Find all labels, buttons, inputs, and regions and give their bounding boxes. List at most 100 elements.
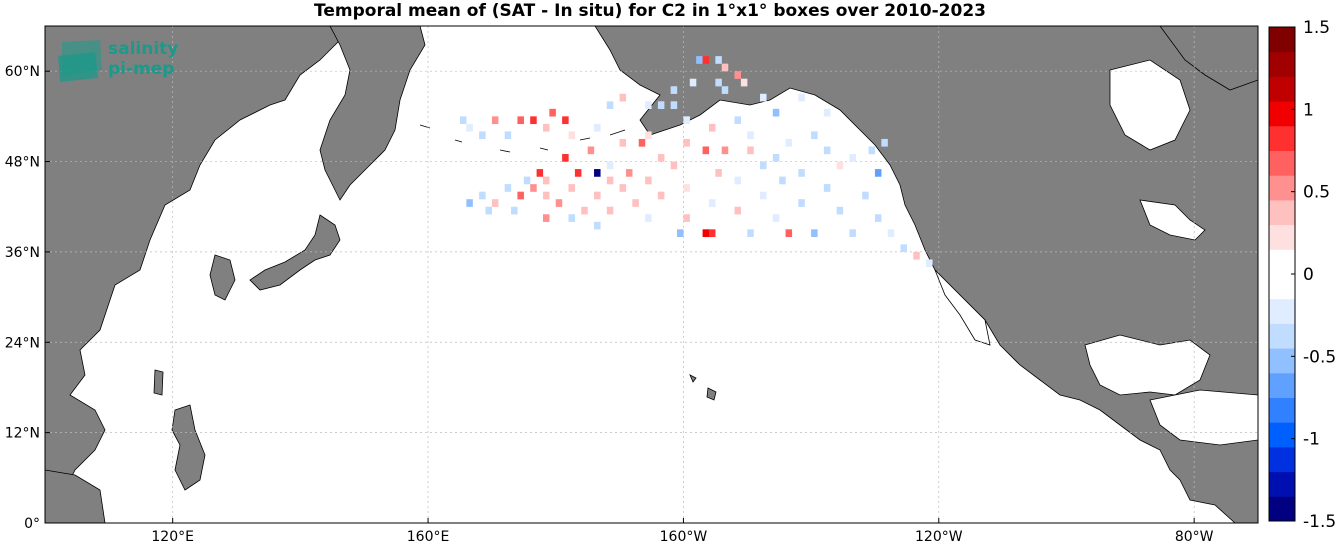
data-cell	[542, 214, 550, 222]
data-cell	[926, 259, 933, 268]
data-cell	[619, 184, 627, 192]
data-cell	[479, 191, 486, 200]
data-cell	[721, 86, 729, 94]
data-cell	[772, 154, 780, 162]
lat-tick-label: 0°	[24, 516, 40, 532]
data-cell	[645, 101, 652, 109]
lat-tick-label: 36°N	[5, 245, 40, 261]
colorbar-segment	[1269, 27, 1295, 53]
data-cell	[581, 206, 588, 215]
data-cell	[677, 229, 684, 237]
data-cell	[504, 131, 512, 140]
data-cell	[542, 176, 550, 185]
lat-tick-label: 60°N	[5, 64, 40, 80]
data-cell	[670, 101, 678, 109]
data-cell	[747, 229, 754, 237]
data-cell	[862, 191, 869, 200]
colorbar-segment	[1269, 51, 1295, 77]
data-cell	[504, 184, 512, 192]
data-cell	[574, 169, 582, 177]
land-greenland	[1159, 26, 1258, 91]
land-asia	[45, 26, 341, 523]
data-cell	[683, 138, 690, 147]
data-cell	[549, 108, 556, 117]
data-cell	[594, 169, 601, 177]
data-cell	[645, 131, 652, 140]
data-cell	[670, 86, 678, 94]
data-cell	[913, 251, 920, 260]
data-cell	[874, 214, 882, 222]
data-cell	[798, 199, 805, 207]
lon-tick-label: 160°W	[660, 529, 708, 544]
data-cell	[606, 176, 614, 185]
data-cell	[772, 108, 780, 117]
data-cell	[459, 116, 467, 125]
land-north-america	[594, 26, 1258, 523]
colorbar-segment	[1269, 125, 1295, 151]
data-cell	[702, 229, 710, 237]
lat-tick-label: 24°N	[5, 335, 40, 351]
land-kamchatka	[319, 26, 426, 201]
land-aleutians	[419, 124, 626, 153]
land-korea	[209, 254, 236, 301]
data-cell	[542, 191, 550, 200]
graticule	[45, 26, 1258, 523]
colorbar-tick-label: -0.5	[1303, 347, 1336, 367]
data-cell	[721, 146, 729, 155]
gulf-of-mexico	[1084, 334, 1211, 396]
data-cell	[798, 93, 805, 102]
land-taiwan	[153, 369, 164, 396]
data-cell	[868, 146, 876, 155]
colorbar-segment	[1269, 101, 1295, 127]
data-cell	[849, 154, 856, 162]
data-cell	[760, 93, 767, 102]
lon-tick-label: 160°E	[407, 529, 450, 544]
logo-line2: pi-mep	[108, 59, 174, 79]
colorbar-segment	[1269, 471, 1295, 497]
data-cell	[779, 176, 786, 185]
data-cell	[466, 123, 473, 132]
data-cell	[517, 191, 524, 200]
data-cell	[683, 116, 690, 125]
data-cell	[747, 146, 754, 155]
data-cell	[702, 56, 710, 64]
data-cell	[823, 184, 831, 192]
data-cell	[734, 116, 742, 125]
data-cell	[836, 206, 844, 215]
data-cell	[702, 146, 710, 155]
data-cell	[715, 78, 722, 87]
data-cell	[708, 123, 716, 132]
data-cell	[555, 199, 563, 207]
data-cell	[619, 93, 627, 102]
data-cell	[479, 131, 486, 140]
data-cell	[645, 176, 652, 185]
data-cell	[594, 221, 601, 230]
data-cell	[823, 146, 831, 155]
data-cell	[562, 116, 569, 125]
data-cell	[721, 63, 729, 72]
map-area	[45, 26, 1258, 523]
data-cell	[606, 101, 614, 109]
data-cell	[683, 184, 690, 192]
lat-tick-label: 48°N	[5, 155, 40, 171]
latitude-labels: 0° 12°N 24°N 36°N 48°N 60°N	[5, 64, 50, 532]
salinity-pi-mep-logo: salinity pi-mep	[58, 39, 178, 82]
colorbar-tick-label: 1.5	[1303, 18, 1330, 38]
data-cell	[887, 229, 895, 237]
lon-tick-label: 120°E	[151, 529, 194, 544]
hudson-bay	[1109, 59, 1191, 151]
data-cell	[823, 108, 831, 117]
colorbar-segment	[1269, 348, 1295, 374]
data-cell	[696, 56, 703, 64]
colorbar-segment	[1269, 76, 1295, 102]
data-cell	[772, 214, 780, 222]
colorbar-segment	[1269, 150, 1295, 176]
land-masses	[45, 26, 1258, 523]
land-baja	[934, 269, 991, 346]
lon-tick-label: 80°W	[1175, 529, 1214, 544]
data-cell	[734, 176, 742, 185]
data-cell	[874, 169, 882, 177]
data-cell	[836, 161, 844, 170]
data-cell	[785, 138, 793, 147]
data-cell	[715, 169, 722, 177]
